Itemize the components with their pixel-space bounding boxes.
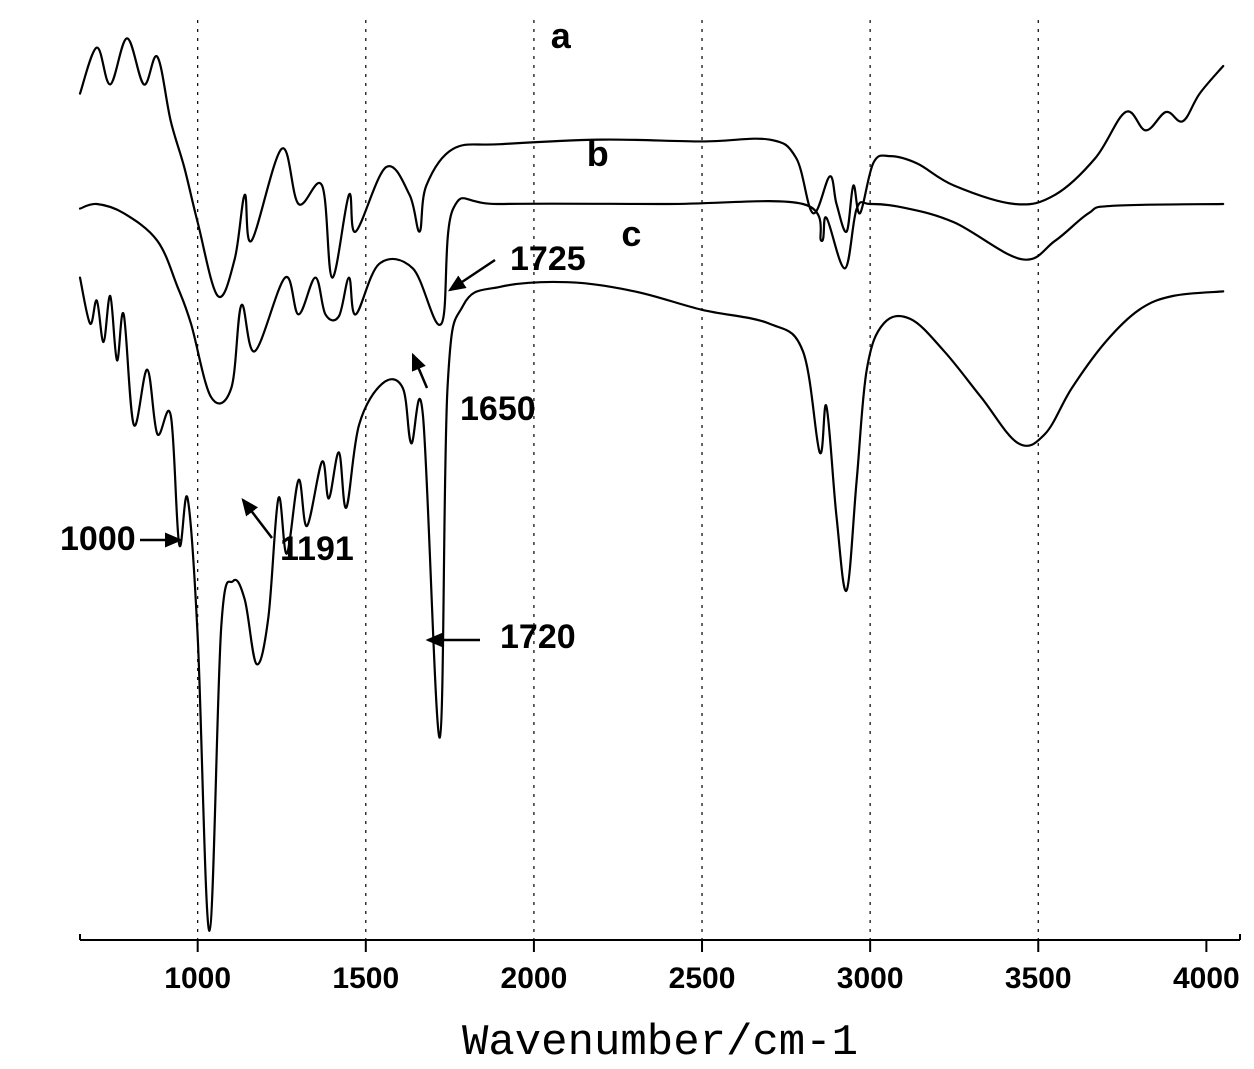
- x-tick-label: 2500: [669, 962, 736, 995]
- series-label-b: b: [587, 133, 609, 174]
- annotation-label: 1720: [500, 618, 576, 656]
- ir-spectrum-chart: a bc 1000 1500 2000 2500 3000 3500 4000 Wavenumbe…: [0, 0, 1254, 1069]
- x-axis-label: Wavenumber/cm-1: [462, 1018, 858, 1068]
- x-tick-label: 2000: [501, 962, 568, 995]
- x-tick-label: 3500: [1005, 962, 1072, 995]
- annotation-label: 1000: [60, 520, 136, 558]
- series-label-a: a: [551, 15, 572, 56]
- x-tick-label: 1500: [332, 962, 399, 995]
- series-label-c: c: [621, 213, 641, 254]
- annotation-label: 1725: [510, 240, 586, 278]
- annotation-label: 1650: [460, 390, 536, 428]
- annotation-label: 1191: [280, 530, 354, 568]
- chart-svg: a bc 1000 1500 2000 2500 3000 3500 4000 Wavenumbe…: [0, 0, 1254, 1069]
- x-tick-label: 4000: [1173, 962, 1240, 995]
- x-tick-label: 1000: [164, 962, 231, 995]
- x-tick-label: 3000: [837, 962, 904, 995]
